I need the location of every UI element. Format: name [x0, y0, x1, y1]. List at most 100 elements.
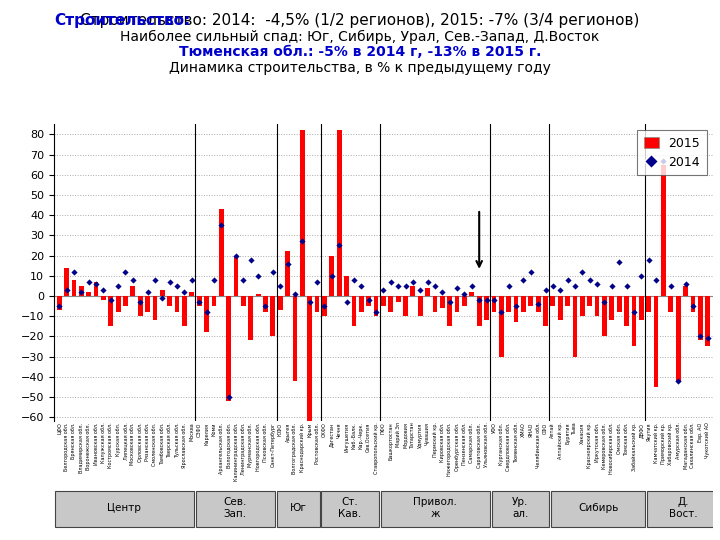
- Text: Д.
Вост.: Д. Вост.: [669, 497, 698, 519]
- Bar: [94, 282, 99, 296]
- Bar: [410, 286, 415, 296]
- Point: [142, 288, 153, 296]
- Point: [149, 275, 161, 284]
- Point: [687, 302, 698, 310]
- Point: [311, 278, 323, 286]
- Point: [297, 237, 308, 246]
- Bar: [197, 296, 202, 306]
- Text: Юг: Юг: [290, 503, 307, 513]
- FancyBboxPatch shape: [647, 491, 719, 527]
- Text: Центр: Центр: [107, 503, 141, 513]
- Bar: [271, 296, 275, 336]
- Point: [577, 267, 588, 276]
- Point: [127, 275, 139, 284]
- Point: [98, 286, 109, 294]
- Bar: [226, 296, 231, 401]
- Bar: [595, 296, 600, 316]
- Point: [370, 308, 382, 316]
- Point: [459, 289, 470, 298]
- FancyBboxPatch shape: [277, 491, 320, 527]
- Bar: [204, 296, 209, 332]
- Point: [407, 278, 418, 286]
- Point: [540, 286, 552, 294]
- Text: Строительство:: Строительство:: [54, 14, 190, 29]
- Bar: [477, 296, 482, 326]
- Point: [695, 332, 706, 341]
- Bar: [580, 296, 585, 316]
- Point: [105, 296, 117, 305]
- Point: [466, 281, 477, 290]
- Bar: [366, 296, 371, 306]
- Bar: [263, 296, 268, 312]
- Bar: [123, 296, 128, 306]
- Bar: [572, 296, 577, 356]
- Point: [363, 296, 374, 305]
- Bar: [233, 255, 238, 296]
- Point: [201, 308, 212, 316]
- Bar: [565, 296, 570, 306]
- Bar: [337, 130, 341, 296]
- Bar: [513, 296, 518, 322]
- Point: [495, 308, 507, 316]
- Bar: [668, 296, 673, 312]
- Point: [341, 298, 352, 306]
- Bar: [558, 296, 562, 320]
- Point: [90, 280, 102, 288]
- Point: [186, 275, 197, 284]
- Point: [672, 376, 684, 385]
- Bar: [661, 165, 666, 296]
- Point: [613, 257, 625, 266]
- Point: [554, 286, 566, 294]
- Bar: [219, 209, 224, 296]
- Bar: [462, 296, 467, 306]
- Bar: [447, 296, 452, 326]
- FancyBboxPatch shape: [492, 491, 549, 527]
- Bar: [440, 296, 445, 308]
- Bar: [212, 296, 216, 306]
- Point: [400, 281, 411, 290]
- Bar: [189, 292, 194, 296]
- Point: [319, 302, 330, 310]
- Bar: [86, 292, 91, 296]
- Point: [503, 281, 514, 290]
- Bar: [639, 296, 644, 320]
- Point: [385, 278, 397, 286]
- Text: Привол.
ж: Привол. ж: [413, 497, 457, 519]
- Text: Строительство: 2014:  -4,5% (1/2 регионов), 2015: -7% (3/4 регионов): Строительство: 2014: -4,5% (1/2 регионов…: [81, 14, 639, 29]
- Point: [650, 275, 662, 284]
- Point: [208, 275, 220, 284]
- Point: [289, 289, 301, 298]
- Bar: [351, 296, 356, 326]
- Text: Наиболее сильный спад: Юг, Сибирь, Урал, Сев.-Запад, Д.Восток: Наиболее сильный спад: Юг, Сибирь, Урал,…: [120, 30, 600, 44]
- Bar: [79, 286, 84, 296]
- Point: [348, 275, 360, 284]
- FancyBboxPatch shape: [55, 491, 194, 527]
- Bar: [676, 296, 680, 381]
- Point: [356, 281, 367, 290]
- Bar: [647, 296, 651, 312]
- Point: [112, 281, 124, 290]
- Bar: [381, 296, 386, 306]
- Bar: [426, 288, 430, 296]
- Bar: [484, 296, 489, 320]
- Bar: [64, 268, 69, 296]
- Point: [643, 255, 654, 264]
- Point: [377, 286, 389, 294]
- Text: Сев.
Зап.: Сев. Зап.: [224, 497, 247, 519]
- Bar: [292, 296, 297, 381]
- Bar: [285, 252, 290, 296]
- FancyBboxPatch shape: [321, 491, 379, 527]
- Bar: [167, 296, 172, 306]
- Point: [68, 267, 80, 276]
- Bar: [469, 292, 474, 296]
- Bar: [551, 296, 555, 306]
- Bar: [278, 296, 283, 310]
- Bar: [588, 296, 592, 306]
- Point: [621, 281, 632, 290]
- FancyBboxPatch shape: [381, 491, 490, 527]
- Bar: [455, 296, 459, 312]
- Point: [680, 280, 691, 288]
- Bar: [433, 296, 437, 312]
- Bar: [116, 296, 120, 312]
- Point: [415, 286, 426, 294]
